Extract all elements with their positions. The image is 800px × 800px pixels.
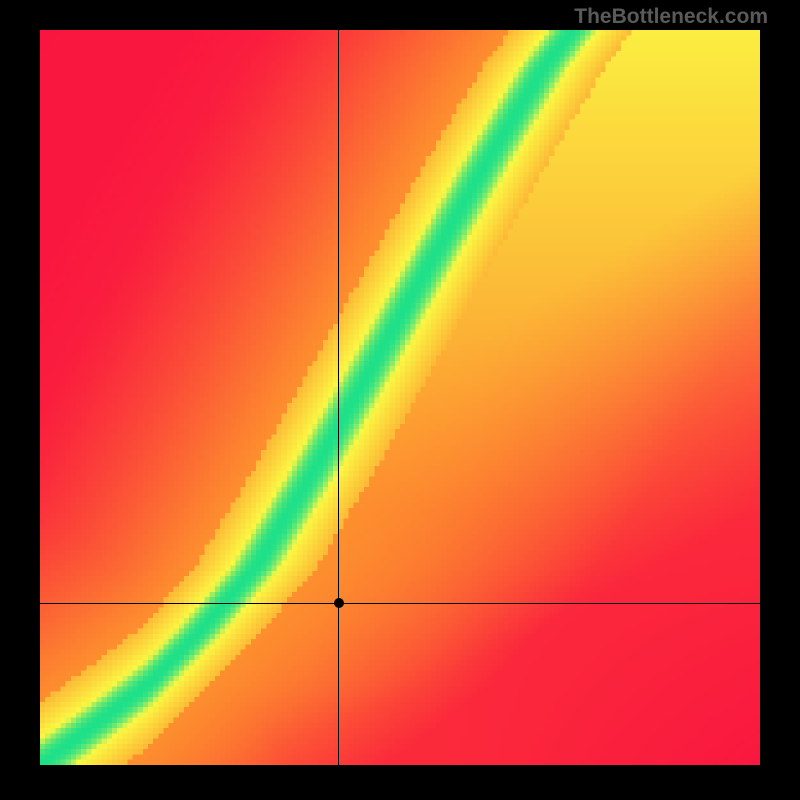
watermark-text: TheBottleneck.com [574,5,768,29]
chart-container: { "watermark": { "text": "TheBottleneck.… [0,0,800,800]
crosshair-horizontal [40,603,760,604]
bottleneck-heatmap [40,30,760,765]
crosshair-vertical [338,30,339,765]
